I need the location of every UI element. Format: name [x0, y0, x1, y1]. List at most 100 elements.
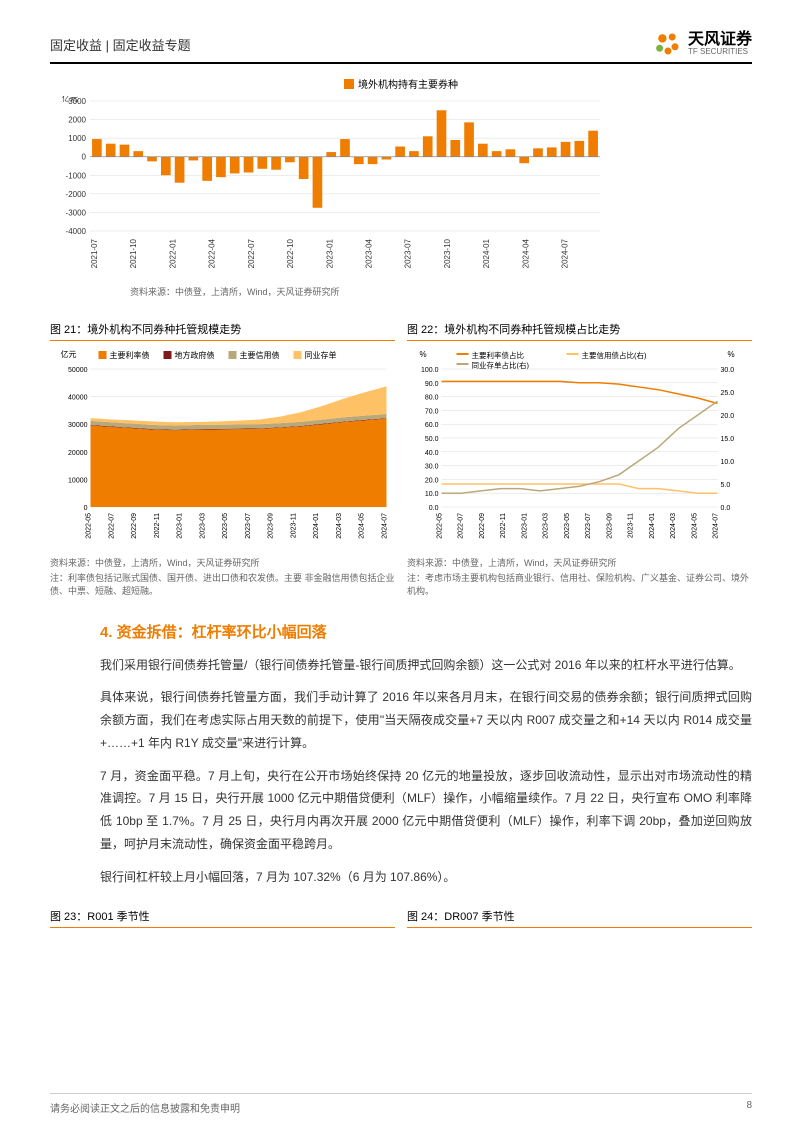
- fig22-source: 资料来源：中债登，上清所，Wind，天风证券研究所: [407, 556, 752, 569]
- svg-text:2022-01: 2022-01: [168, 238, 177, 268]
- breadcrumb: 固定收益 | 固定收益专题: [50, 35, 191, 54]
- svg-text:%: %: [420, 350, 427, 359]
- svg-text:2021-10: 2021-10: [129, 238, 138, 268]
- svg-text:-1000: -1000: [66, 171, 87, 180]
- svg-text:2022-05: 2022-05: [437, 512, 444, 538]
- svg-text:主要利率债: 主要利率债: [110, 350, 150, 360]
- svg-text:5.0: 5.0: [721, 482, 731, 489]
- svg-text:亿元: 亿元: [61, 349, 77, 359]
- svg-text:2023-09: 2023-09: [268, 512, 275, 538]
- svg-text:主要信用债: 主要信用债: [240, 350, 280, 360]
- svg-text:10.0: 10.0: [425, 491, 439, 498]
- svg-text:-2000: -2000: [66, 189, 87, 198]
- svg-text:2023-11: 2023-11: [290, 512, 297, 537]
- svg-text:2023-05: 2023-05: [222, 512, 229, 538]
- logo-en: TF SECURITIES: [688, 48, 752, 57]
- svg-text:2023-10: 2023-10: [443, 238, 452, 268]
- fig21-source: 资料来源：中债登，上清所，Wind，天风证券研究所: [50, 556, 395, 569]
- svg-text:2023-11: 2023-11: [628, 512, 635, 537]
- fig23-title: 图 23：R001 季节性: [50, 905, 395, 928]
- section4-p4: 银行间杠杆较上月小幅回落，7 月为 107.32%（6 月为 107.86%）。: [100, 866, 752, 889]
- svg-text:2023-01: 2023-01: [521, 512, 528, 538]
- section4-p1: 我们采用银行间债券托管量/（银行间债券托管量-银行间质押式回购余额）这一公式对 …: [100, 654, 752, 677]
- svg-text:30000: 30000: [68, 422, 88, 429]
- svg-text:70.0: 70.0: [425, 408, 439, 415]
- svg-text:2022-04: 2022-04: [208, 238, 217, 268]
- svg-text:2024-01: 2024-01: [313, 512, 320, 538]
- svg-text:2023-07: 2023-07: [404, 238, 413, 268]
- svg-text:30.0: 30.0: [425, 463, 439, 470]
- svg-text:0: 0: [82, 152, 87, 161]
- section4-p2: 具体来说，银行间债券托管量方面，我们手动计算了 2016 年以来各月月末，在银行…: [100, 686, 752, 754]
- svg-text:2024-05: 2024-05: [359, 512, 366, 538]
- svg-text:2022-10: 2022-10: [286, 238, 295, 268]
- svg-text:30.0: 30.0: [721, 367, 735, 374]
- fig21-note: 注：利率债包括记账式国债、国开债、进出口债和农发债。主要 非金融信用债包括企业债…: [50, 571, 395, 597]
- logo: 天风证券 TF SECURITIES: [654, 30, 752, 58]
- svg-text:主要利率债占比: 主要利率债占比: [472, 350, 525, 360]
- svg-text:2023-03: 2023-03: [543, 512, 550, 538]
- svg-text:主要信用债占比(右): 主要信用债占比(右): [582, 350, 647, 360]
- logo-icon: [654, 30, 682, 58]
- svg-text:2023-09: 2023-09: [606, 512, 613, 538]
- svg-text:同业存单: 同业存单: [305, 350, 337, 360]
- svg-text:20000: 20000: [68, 449, 88, 456]
- svg-text:2021-07: 2021-07: [90, 238, 99, 268]
- svg-text:2022-09: 2022-09: [131, 512, 138, 538]
- svg-text:地方政府债: 地方政府债: [175, 350, 215, 360]
- svg-text:100.0: 100.0: [421, 367, 439, 374]
- svg-text:2023-07: 2023-07: [245, 512, 252, 538]
- svg-text:15.0: 15.0: [721, 436, 735, 443]
- fig21-col: 图 21：境外机构不同券种托管规模走势 亿元 主要利率债 地方政府债 主要信用债 同业存…: [50, 318, 395, 597]
- svg-text:50.0: 50.0: [425, 436, 439, 443]
- svg-text:2022-05: 2022-05: [86, 512, 93, 538]
- chart-top-legend: 境外机构持有主要券种: [50, 76, 752, 92]
- footer-text: 请务必阅读正文之后的信息披露和免责申明: [50, 1100, 240, 1115]
- chart-top: -4000-3000-2000-10000100020003000亿元2021-…: [50, 96, 610, 276]
- svg-text:90.0: 90.0: [425, 380, 439, 387]
- chart22: %%主要利率债占比主要信用债占比(右)同业存单占比(右)0.010.020.03…: [407, 347, 752, 547]
- logo-cn: 天风证券: [688, 31, 752, 49]
- svg-text:2024-07: 2024-07: [382, 512, 389, 538]
- svg-text:2022-07: 2022-07: [108, 512, 115, 538]
- svg-text:-3000: -3000: [66, 208, 87, 217]
- svg-text:20.0: 20.0: [425, 477, 439, 484]
- svg-text:2022-09: 2022-09: [479, 512, 486, 538]
- svg-text:40.0: 40.0: [425, 449, 439, 456]
- svg-text:2023-01: 2023-01: [325, 238, 334, 268]
- svg-text:2024-07: 2024-07: [561, 238, 570, 268]
- svg-text:2022-11: 2022-11: [154, 512, 161, 537]
- svg-text:-4000: -4000: [66, 227, 87, 236]
- fig21-title: 图 21：境外机构不同券种托管规模走势: [50, 318, 395, 341]
- svg-text:40000: 40000: [68, 394, 88, 401]
- svg-text:2000: 2000: [68, 115, 86, 124]
- svg-text:2024-03: 2024-03: [670, 512, 677, 538]
- svg-text:0.0: 0.0: [721, 505, 731, 512]
- svg-text:1000: 1000: [68, 134, 86, 143]
- svg-text:2024-01: 2024-01: [649, 512, 656, 538]
- svg-text:2023-01: 2023-01: [177, 512, 184, 538]
- fig22-title: 图 22：境外机构不同券种托管规模占比走势: [407, 318, 752, 341]
- svg-text:2023-04: 2023-04: [365, 238, 374, 268]
- footer-page: 8: [746, 1100, 752, 1115]
- svg-text:80.0: 80.0: [425, 394, 439, 401]
- svg-text:2022-07: 2022-07: [458, 512, 465, 538]
- svg-text:50000: 50000: [68, 367, 88, 374]
- svg-text:2024-07: 2024-07: [713, 512, 720, 538]
- chart21: 亿元主要利率债地方政府债主要信用债同业存单0100002000030000400…: [50, 347, 395, 547]
- chart-top-source: 资料来源：中债登，上清所，Wind，天风证券研究所: [50, 285, 752, 298]
- svg-text:2024-05: 2024-05: [691, 512, 698, 538]
- chart-top-container: 境外机构持有主要券种 -4000 -3000 -2000 -1000 0 1000 2000…: [50, 76, 752, 298]
- svg-text:2023-05: 2023-05: [564, 512, 571, 538]
- svg-text:2022-07: 2022-07: [247, 238, 256, 268]
- svg-text:2024-01: 2024-01: [482, 238, 491, 268]
- footer: 请务必阅读正文之后的信息披露和免责申明 8: [50, 1093, 752, 1115]
- svg-text:0.0: 0.0: [429, 505, 439, 512]
- header: 固定收益 | 固定收益专题 天风证券 TF SECURITIES: [50, 30, 752, 64]
- svg-text:2023-07: 2023-07: [585, 512, 592, 538]
- svg-text:%: %: [728, 350, 735, 359]
- svg-text:亿元: 亿元: [62, 96, 78, 103]
- fig24-title: 图 24：DR007 季节性: [407, 905, 752, 928]
- svg-text:20.0: 20.0: [721, 413, 735, 420]
- svg-text:60.0: 60.0: [425, 422, 439, 429]
